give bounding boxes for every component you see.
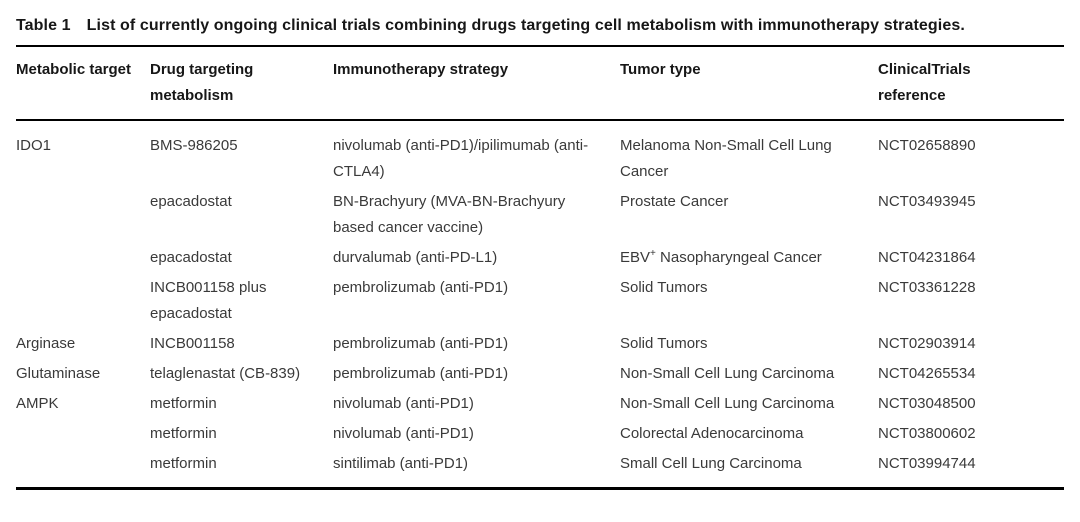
- table-title: Table 1 List of currently ongoing clinica…: [16, 12, 1016, 39]
- cell-tumor-type: Solid Tumors: [620, 279, 708, 296]
- cell-tumor-type: Non-Small Cell Lung Carcinoma: [620, 365, 835, 382]
- cell-immunotherapy: nivolumab (anti-PD1)/ipilimumab (anti-CT…: [333, 137, 589, 180]
- cell-nct-reference: NCT04265534: [878, 365, 976, 382]
- cell-drug: metformin: [150, 395, 217, 412]
- cell-metabolic-target: [16, 243, 150, 273]
- column-header-clinicaltrials-reference: ClinicalTrials reference: [878, 46, 1064, 121]
- cell-metabolic-target: AMPK: [16, 395, 59, 412]
- cell-tumor-type: Non-Small Cell Lung Carcinoma: [620, 395, 835, 412]
- clinical-trials-table: Metabolic target Drug targeting metaboli…: [16, 45, 1064, 490]
- table-title-label: Table 1: [16, 17, 71, 34]
- cell-immunotherapy: nivolumab (anti-PD1): [333, 425, 474, 442]
- ebv-superscript: +: [650, 248, 656, 259]
- table-body: IDO1 BMS-986205 nivolumab (anti-PD1)/ipi…: [16, 120, 1064, 489]
- cell-metabolic-target: [16, 449, 150, 489]
- table-row: INCB001158 plus epacadostat pembrolizuma…: [16, 273, 1064, 329]
- column-header-metabolic-target: Metabolic target: [16, 46, 150, 121]
- column-header-drug: Drug targeting metabolism: [150, 46, 333, 121]
- cell-immunotherapy: pembrolizumab (anti-PD1): [333, 365, 509, 382]
- cell-drug: metformin: [150, 455, 217, 472]
- column-header-immunotherapy: Immunotherapy strategy: [333, 46, 620, 121]
- table-row: IDO1 BMS-986205 nivolumab (anti-PD1)/ipi…: [16, 120, 1064, 187]
- cell-nct-reference: NCT04231864: [878, 249, 976, 266]
- cell-immunotherapy: BN-Brachyury (MVA-BN-Brachyury based can…: [333, 193, 566, 236]
- cell-tumor-type: Small Cell Lung Carcinoma: [620, 455, 802, 472]
- cell-metabolic-target: Glutaminase: [16, 365, 101, 382]
- cell-metabolic-target: Arginase: [16, 335, 76, 352]
- table-title-text: List of currently ongoing clinical trial…: [86, 17, 965, 34]
- cell-nct-reference: NCT03361228: [878, 279, 976, 296]
- cell-drug: telaglenastat (CB-839): [150, 365, 301, 382]
- cell-immunotherapy: nivolumab (anti-PD1): [333, 395, 474, 412]
- cell-nct-reference: NCT03994744: [878, 455, 976, 472]
- table-row: Arginase INCB001158 pembrolizumab (anti-…: [16, 329, 1064, 359]
- column-header-tumor-type: Tumor type: [620, 46, 878, 121]
- table-row: Glutaminase telaglenastat (CB-839) pembr…: [16, 359, 1064, 389]
- cell-immunotherapy: sintilimab (anti-PD1): [333, 455, 469, 472]
- table-row: epacadostat durvalumab (anti-PD-L1) EBV+…: [16, 243, 1064, 273]
- cell-drug: metformin: [150, 425, 217, 442]
- tumor-rest-text: Nasopharyngeal Cancer: [655, 249, 822, 266]
- cell-metabolic-target: [16, 419, 150, 449]
- cell-tumor-type: Colorectal Adenocarcinoma: [620, 425, 804, 442]
- cell-nct-reference: NCT02903914: [878, 335, 976, 352]
- cell-metabolic-target: [16, 273, 150, 329]
- table-row: metformin sintilimab (anti-PD1) Small Ce…: [16, 449, 1064, 489]
- cell-tumor-type: Prostate Cancer: [620, 193, 729, 210]
- cell-drug: epacadostat: [150, 193, 232, 210]
- cell-nct-reference: NCT02658890: [878, 137, 976, 154]
- cell-immunotherapy: durvalumab (anti-PD-L1): [333, 249, 498, 266]
- cell-drug: epacadostat: [150, 249, 232, 266]
- cell-tumor-type: Solid Tumors: [620, 335, 708, 352]
- header-row: Metabolic target Drug targeting metaboli…: [16, 46, 1064, 121]
- table-header: Metabolic target Drug targeting metaboli…: [16, 46, 1064, 121]
- cell-metabolic-target: [16, 187, 150, 243]
- cell-tumor-type: EBV+ Nasopharyngeal Cancer: [620, 243, 878, 273]
- cell-tumor-type: Melanoma Non-Small Cell Lung Cancer: [620, 137, 832, 180]
- cell-immunotherapy: pembrolizumab (anti-PD1): [333, 335, 509, 352]
- cell-drug: INCB001158 plus epacadostat: [150, 279, 267, 322]
- cell-drug: BMS-986205: [150, 137, 238, 154]
- table-row: AMPK metformin nivolumab (anti-PD1) Non-…: [16, 389, 1064, 419]
- cell-metabolic-target: IDO1: [16, 137, 52, 154]
- cell-nct-reference: NCT03048500: [878, 395, 976, 412]
- cell-immunotherapy: pembrolizumab (anti-PD1): [333, 279, 509, 296]
- tumor-base-text: EBV: [620, 249, 651, 266]
- table-row: epacadostat BN-Brachyury (MVA-BN-Brachyu…: [16, 187, 1064, 243]
- cell-nct-reference: NCT03493945: [878, 193, 976, 210]
- cell-nct-reference: NCT03800602: [878, 425, 976, 442]
- cell-drug: INCB001158: [150, 335, 235, 352]
- table-row: metformin nivolumab (anti-PD1) Colorecta…: [16, 419, 1064, 449]
